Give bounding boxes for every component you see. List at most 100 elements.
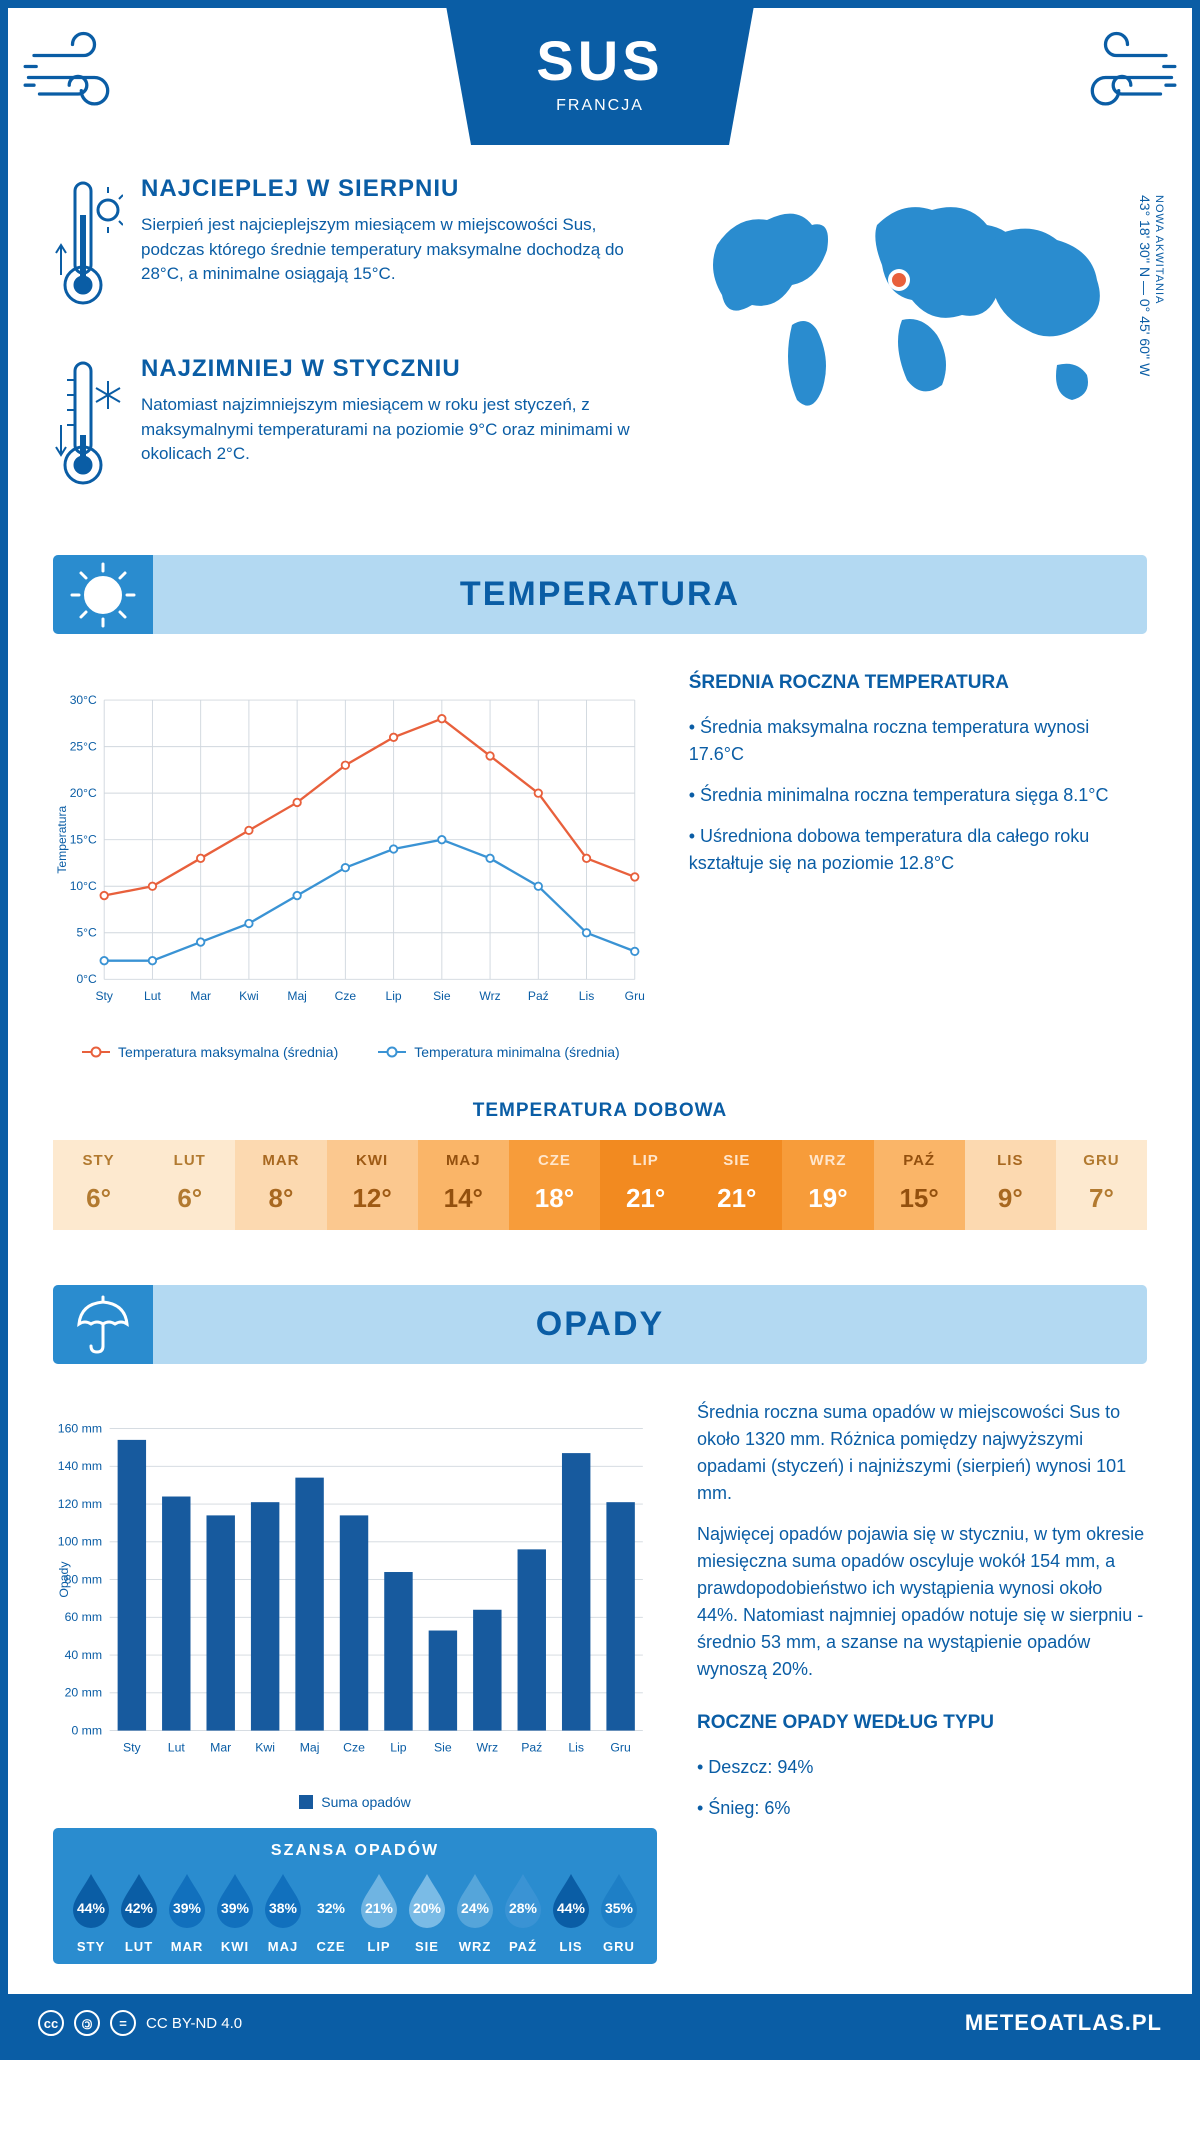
rain-drop: 21%LIP <box>355 1870 403 1954</box>
thermometer-cold-icon <box>53 355 123 500</box>
svg-text:38%: 38% <box>269 1900 298 1916</box>
coldest-title: NAJZIMNIEJ W STYCZNIU <box>141 355 637 383</box>
map-panel: NOWA AKWITANIA 43° 18' 30'' N — 0° 45' 6… <box>667 175 1147 535</box>
cc-icon: cc <box>38 2010 64 2036</box>
svg-text:Gru: Gru <box>610 1740 630 1754</box>
svg-text:60 mm: 60 mm <box>65 1610 102 1624</box>
by-icon: 🄯 <box>74 2010 100 2036</box>
hottest-title: NAJCIEPLEJ W SIERPNIU <box>141 175 637 203</box>
daily-cell: KWI12° <box>327 1140 418 1230</box>
rain-bar-chart: 0 mm20 mm40 mm60 mm80 mm100 mm120 mm140 … <box>53 1399 657 1779</box>
wind-icon-left <box>8 8 148 128</box>
rain-type-line: • Śnieg: 6% <box>697 1795 1147 1822</box>
svg-text:20 mm: 20 mm <box>65 1686 102 1700</box>
rain-drop: 32%CZE <box>307 1870 355 1954</box>
svg-text:Mar: Mar <box>210 1740 231 1754</box>
country-subtitle: FRANCJA <box>536 97 663 115</box>
svg-text:32%: 32% <box>317 1900 346 1916</box>
header: SUS FRANCJA <box>8 8 1192 145</box>
daily-cell: CZE18° <box>509 1140 600 1230</box>
svg-text:Lip: Lip <box>386 989 402 1003</box>
title-banner: SUS FRANCJA <box>446 8 753 145</box>
temperature-banner: TEMPERATURA <box>53 555 1147 634</box>
svg-text:Sie: Sie <box>433 989 451 1003</box>
rain-banner: OPADY <box>53 1285 1147 1364</box>
svg-text:5°C: 5°C <box>76 925 97 939</box>
temp-stats-title: ŚREDNIA ROCZNA TEMPERATURA <box>689 669 1147 698</box>
svg-text:Opady: Opady <box>57 1561 71 1598</box>
temperature-row: 0°C5°C10°C15°C20°C25°C30°CStyLutMarKwiMa… <box>53 669 1147 1060</box>
daily-cell: PAŹ15° <box>874 1140 965 1230</box>
coldest-block: NAJZIMNIEJ W STYCZNIU Natomiast najzimni… <box>53 355 637 500</box>
svg-text:Sty: Sty <box>123 1740 142 1754</box>
svg-text:Lip: Lip <box>390 1740 407 1754</box>
rain-drop: 28%PAŹ <box>499 1870 547 1954</box>
svg-text:24%: 24% <box>461 1900 490 1916</box>
rain-drop: 44%LIS <box>547 1870 595 1954</box>
svg-text:Paź: Paź <box>521 1740 542 1754</box>
daily-cell: WRZ19° <box>782 1140 873 1230</box>
wind-icon-right <box>1052 8 1192 128</box>
region-name: NOWA AKWITANIA <box>1153 195 1165 361</box>
daily-cell: LIS9° <box>965 1140 1056 1230</box>
daily-cell: MAJ14° <box>418 1140 509 1230</box>
rain-by-type: ROCZNE OPADY WEDŁUG TYPU • Deszcz: 94% • … <box>697 1709 1147 1822</box>
coordinates: NOWA AKWITANIA 43° 18' 30'' N — 0° 45' 6… <box>1137 195 1165 376</box>
legend-min: Temperatura minimalna (średnia) <box>414 1044 619 1060</box>
svg-text:Maj: Maj <box>300 1740 320 1754</box>
license-block: cc 🄯 = CC BY-ND 4.0 <box>38 2010 242 2036</box>
hottest-text: Sierpień jest najcieplejszym miesiącem w… <box>141 213 637 287</box>
svg-text:0 mm: 0 mm <box>71 1723 102 1737</box>
daily-cell: SIE21° <box>691 1140 782 1230</box>
svg-text:Lis: Lis <box>579 989 594 1003</box>
rain-drop: 39%MAR <box>163 1870 211 1954</box>
city-title: SUS <box>536 28 663 93</box>
rain-legend: Suma opadów <box>53 1794 657 1810</box>
svg-text:Maj: Maj <box>287 989 307 1003</box>
thermometer-hot-icon <box>53 175 123 320</box>
rain-row: 0 mm20 mm40 mm60 mm80 mm100 mm120 mm140 … <box>53 1399 1147 1964</box>
umbrella-icon <box>53 1285 153 1364</box>
daily-temp-table: STY6°LUT6°MAR8°KWI12°MAJ14°CZE18°LIP21°S… <box>53 1140 1147 1230</box>
svg-text:21%: 21% <box>365 1900 394 1916</box>
main-content: NAJCIEPLEJ W SIERPNIU Sierpień jest najc… <box>8 145 1192 1994</box>
svg-text:44%: 44% <box>557 1900 586 1916</box>
license-text: CC BY-ND 4.0 <box>146 2015 242 2032</box>
svg-text:Wrz: Wrz <box>477 1740 499 1754</box>
svg-text:Sie: Sie <box>434 1740 452 1754</box>
nd-icon: = <box>110 2010 136 2036</box>
sun-icon <box>53 555 153 634</box>
svg-text:44%: 44% <box>77 1900 106 1916</box>
svg-text:15°C: 15°C <box>70 832 97 846</box>
legend-rain: Suma opadów <box>321 1794 411 1810</box>
svg-text:Paź: Paź <box>528 989 549 1003</box>
rain-chance-title: SZANSA OPADÓW <box>67 1842 643 1860</box>
rain-drop: 44%STY <box>67 1870 115 1954</box>
rain-type-line: • Deszcz: 94% <box>697 1754 1147 1781</box>
rain-drop: 35%GRU <box>595 1870 643 1954</box>
temp-stats-lines: • Średnia maksymalna roczna temperatura … <box>689 714 1147 877</box>
daily-cell: LIP21° <box>600 1140 691 1230</box>
rain-drop: 38%MAJ <box>259 1870 307 1954</box>
svg-text:39%: 39% <box>173 1900 202 1916</box>
svg-text:Mar: Mar <box>190 989 211 1003</box>
daily-temp-title: TEMPERATURA DOBOWA <box>53 1100 1147 1122</box>
svg-text:30°C: 30°C <box>70 693 97 707</box>
temperature-line-chart: 0°C5°C10°C15°C20°C25°C30°CStyLutMarKwiMa… <box>53 669 649 1029</box>
rain-drop: 39%KWI <box>211 1870 259 1954</box>
daily-cell: STY6° <box>53 1140 144 1230</box>
rain-drop: 42%LUT <box>115 1870 163 1954</box>
infographic-container: SUS FRANCJA NAJCIEPLEJ W SIERPNIU Sierpi… <box>0 0 1200 2060</box>
svg-text:Kwi: Kwi <box>255 1740 275 1754</box>
svg-text:Lut: Lut <box>168 1740 186 1754</box>
temp-stat-line: • Średnia minimalna roczna temperatura s… <box>689 782 1147 809</box>
svg-text:20°C: 20°C <box>70 786 97 800</box>
svg-text:35%: 35% <box>605 1900 634 1916</box>
brand-name: METEOATLAS.PL <box>965 2010 1162 2036</box>
svg-text:28%: 28% <box>509 1900 538 1916</box>
temperature-title: TEMPERATURA <box>460 575 740 613</box>
svg-text:140 mm: 140 mm <box>58 1459 102 1473</box>
svg-text:Cze: Cze <box>335 989 357 1003</box>
svg-text:Kwi: Kwi <box>239 989 259 1003</box>
rain-type-title: ROCZNE OPADY WEDŁUG TYPU <box>697 1709 1147 1738</box>
